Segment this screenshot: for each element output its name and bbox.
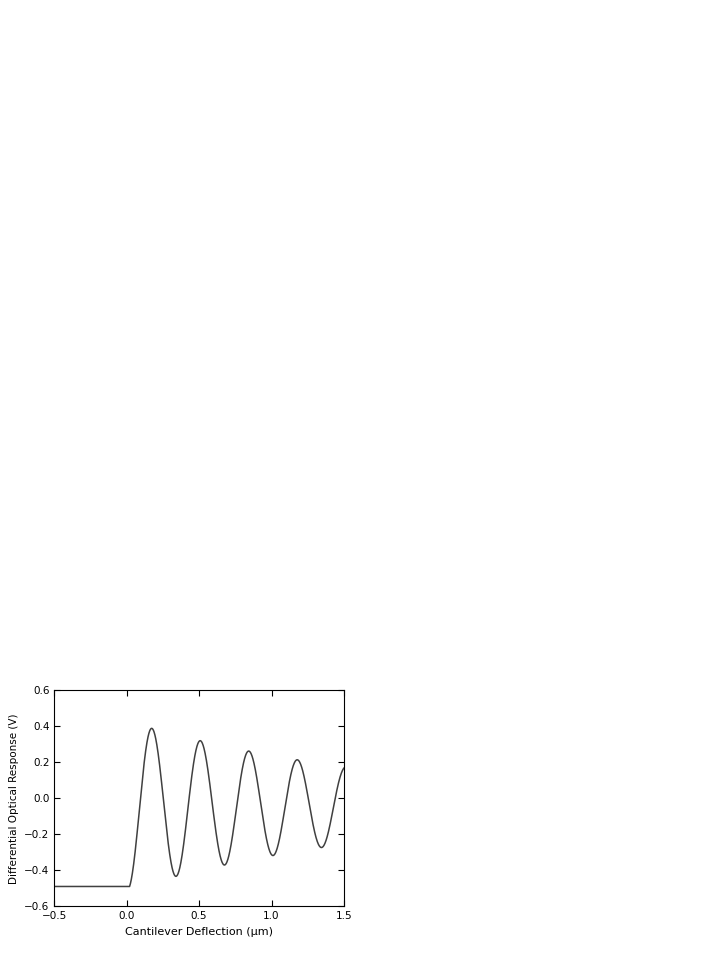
Y-axis label: Differential Optical Response (V): Differential Optical Response (V): [9, 713, 19, 883]
X-axis label: Cantilever Deflection (μm): Cantilever Deflection (μm): [125, 926, 273, 937]
